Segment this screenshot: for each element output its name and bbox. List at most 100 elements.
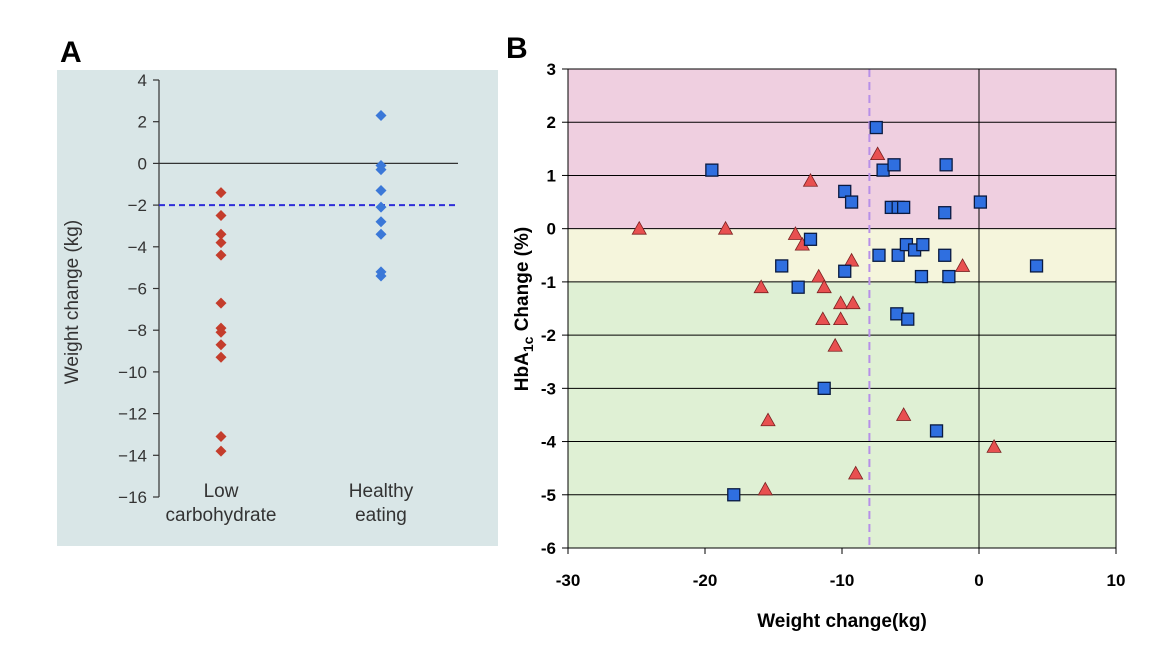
square-point: [727, 488, 741, 502]
panel-b-x-tick-label: -10: [830, 571, 855, 590]
square-point: [775, 259, 789, 273]
triangle-point: [832, 311, 849, 326]
panel-a-y-tick-label: −4: [128, 238, 147, 257]
panel-a-y-tick-label: −6: [128, 280, 147, 299]
square-point: [916, 237, 930, 252]
triangle-point: [753, 279, 769, 294]
panel-b-x-ticks: -30 -20 -10 0 10: [556, 548, 1126, 590]
low-carb-point: [215, 249, 227, 261]
panel-b-y-tick-label: -1: [541, 273, 556, 292]
panel-b-y-tick-label: 3: [547, 60, 556, 79]
panel-a-y-tick-label: 0: [138, 154, 147, 173]
panel-a-y-tick-label: −8: [128, 321, 147, 340]
healthy-eating-point: [375, 109, 387, 121]
triangle-point: [815, 311, 831, 326]
panel-b-y-tick-label: -3: [541, 379, 556, 398]
panel-a-background: [57, 70, 498, 546]
panel-a-y-tick-label: −12: [118, 405, 147, 424]
low-carb-point: [215, 210, 227, 222]
panel-b-points: [631, 120, 1044, 502]
panel-b-y-tick-label: -5: [541, 486, 556, 505]
low-carb-point: [215, 187, 227, 199]
square-point: [817, 381, 831, 395]
panel-a-category-label: Healthy: [349, 481, 414, 502]
panel-b-y-axis-label: HbA1c Change (%): [512, 227, 536, 391]
triangle-point: [787, 226, 804, 240]
panel-b-band: [568, 281, 1116, 548]
panel-b-y-tick-label: -6: [541, 539, 556, 558]
panel-b-band: [568, 69, 1116, 229]
healthy-eating-point: [375, 270, 387, 282]
triangle-point: [816, 279, 832, 294]
square-point: [838, 184, 852, 199]
panel-b-y-tick-label: 1: [547, 166, 556, 185]
panel-a-letter: A: [60, 36, 82, 69]
triangle-point: [869, 146, 886, 161]
panel-b-x-axis-label: Weight change(kg): [757, 611, 927, 632]
low-carb-point: [215, 445, 227, 457]
panel-a-y-tick-label: −14: [118, 446, 147, 465]
square-point: [791, 280, 805, 294]
square-point: [803, 232, 818, 246]
panel-b-y-ticks: 3 2 1 0 -1 -2 -3 -4 -5 -6: [541, 60, 568, 558]
low-carb-point: [215, 326, 227, 338]
square-point: [876, 163, 890, 177]
square-point: [914, 269, 929, 284]
panel-b-x-tick-label: 0: [974, 571, 983, 590]
triangle-point: [843, 252, 860, 267]
panel-a-y-axis-label: Weight change (kg): [62, 220, 83, 384]
panel-a-category-label: Low: [204, 481, 239, 502]
low-carb-point: [215, 339, 227, 351]
square-point: [929, 424, 944, 438]
panel-b-bands: [568, 69, 1116, 548]
triangle-point: [986, 439, 1002, 453]
low-carb-point: [215, 351, 227, 363]
panel-a-y-tick-label: 2: [138, 113, 147, 132]
square-point: [891, 248, 905, 262]
panel-a-points: [215, 109, 387, 457]
panel-b-letter: B: [506, 32, 528, 65]
healthy-eating-point: [375, 164, 387, 176]
low-carb-point: [215, 297, 227, 309]
panel-a-chart: A 4 2 0 −2 −4 −6 −8 −10 −12 −14 −16 Low carbohydrat…: [57, 36, 498, 546]
panel-b-y-tick-label: 0: [547, 220, 556, 239]
square-point: [938, 248, 952, 262]
panel-b-y-tick-label: -4: [541, 433, 557, 452]
square-point: [838, 264, 852, 278]
triangle-point: [832, 295, 849, 310]
healthy-eating-point: [375, 216, 387, 228]
square-point: [897, 200, 911, 215]
triangle-point: [827, 337, 843, 352]
square-point: [942, 269, 956, 284]
triangle-point: [954, 258, 971, 272]
square-point: [872, 248, 886, 262]
panel-a-category-label: carbohydrate: [166, 505, 277, 526]
triangle-point: [757, 481, 773, 496]
panel-b-y-tick-label: -2: [541, 326, 556, 345]
square-point: [1029, 259, 1044, 273]
low-carb-point: [215, 237, 227, 249]
square-point: [939, 158, 953, 172]
panel-b-x-tick-label: -20: [693, 571, 718, 590]
healthy-eating-point: [375, 185, 387, 197]
low-carb-point: [215, 228, 227, 240]
triangle-point: [760, 412, 776, 427]
square-point: [844, 195, 859, 209]
healthy-eating-point: [375, 228, 387, 240]
triangle-point: [895, 407, 912, 421]
panel-b-x-tick-label: 10: [1107, 571, 1126, 590]
square-point: [890, 307, 904, 321]
low-carb-point: [215, 431, 227, 443]
square-point: [973, 195, 988, 209]
square-point: [869, 120, 883, 135]
triangle-point: [848, 465, 864, 480]
panel-a-category-labels: Low carbohydrate Healthy eating: [166, 481, 414, 526]
panel-b-x-tick-label: -30: [556, 571, 581, 590]
panel-a-y-tick-label: 4: [138, 71, 147, 90]
triangle-point: [802, 172, 819, 187]
square-point: [705, 163, 719, 177]
square-point: [938, 206, 952, 220]
square-point: [901, 312, 915, 326]
